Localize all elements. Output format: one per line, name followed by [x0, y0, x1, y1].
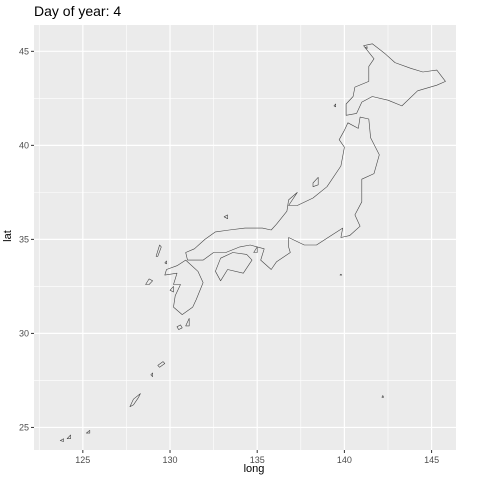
coastline-kyushu	[164, 259, 204, 315]
coastline-tokunoshima	[150, 372, 153, 378]
plot-panel	[34, 25, 456, 450]
x-tick-label: 145	[424, 455, 439, 465]
coastline-oki	[223, 214, 228, 219]
y-tick-label: 25	[19, 422, 29, 432]
y-tick-label: 30	[19, 328, 29, 338]
coastline-goto	[145, 278, 153, 285]
coastline-chichijima	[381, 395, 384, 398]
x-tick-label: 130	[163, 455, 178, 465]
x-tick-label: 140	[337, 455, 352, 465]
coastline-sado	[312, 177, 319, 187]
coastline-rishiri	[364, 46, 368, 49]
coastline-hachijo	[339, 273, 343, 276]
coastline-shikoku	[215, 252, 253, 282]
coastline-hokkaido	[345, 43, 446, 116]
minor-gridlines	[34, 25, 456, 450]
x-axis-title: long	[244, 463, 265, 475]
y-tick-label: 40	[19, 140, 29, 150]
coastline-amakusa	[169, 286, 174, 293]
coastline-okinawa	[129, 393, 141, 408]
coastline-polygons	[59, 43, 446, 442]
coastline-miyako	[86, 429, 91, 434]
plot-title: Day of year: 4	[34, 3, 122, 19]
x-tick-label: 135	[250, 455, 265, 465]
coastline-iriomote	[59, 438, 64, 442]
coastline-iki	[164, 260, 167, 265]
coastline-amami	[157, 361, 166, 368]
y-axis-ticks: 25 30 35 40 45	[19, 46, 34, 432]
coastline-ishigaki	[66, 434, 71, 440]
y-axis-title: lat	[2, 230, 14, 242]
y-tick-label: 35	[19, 234, 29, 244]
coastline-awaji	[253, 246, 258, 253]
coastline-okushiri	[333, 103, 337, 108]
y-tick-label: 45	[19, 46, 29, 56]
major-gridlines	[34, 25, 456, 450]
x-tick-label: 125	[75, 455, 90, 465]
coastline-honshu	[185, 116, 380, 270]
x-axis-ticks: 125 130 135 140 145	[75, 450, 439, 465]
coastline-yakushima	[176, 324, 183, 330]
coastline-tsushima	[155, 244, 162, 257]
coastline-tanegashima	[185, 318, 190, 327]
